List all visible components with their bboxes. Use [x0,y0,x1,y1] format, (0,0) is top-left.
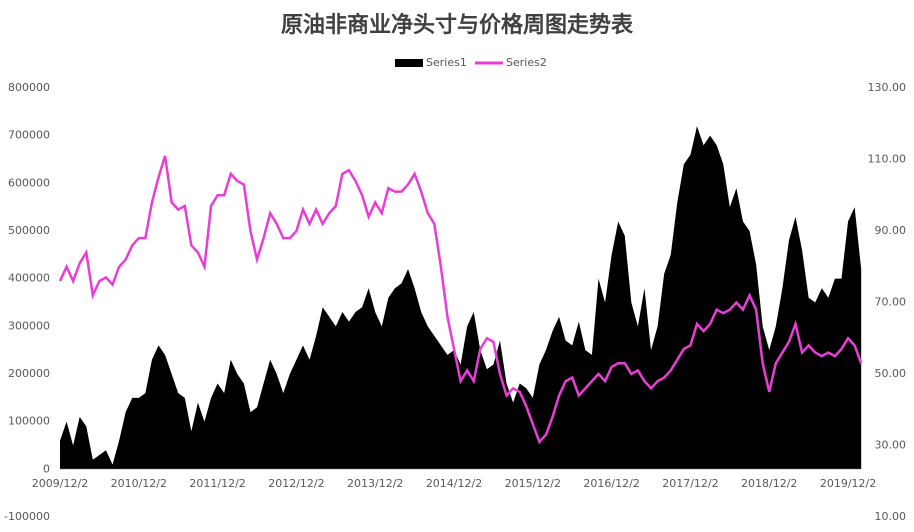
y2-tick-label: 10.00 [875,510,907,523]
y-tick-label: 100000 [8,415,50,428]
y-tick-label: 600000 [8,176,50,189]
y-tick-label: 800000 [8,81,50,94]
x-tick-label: 2016/12/2 [583,477,639,490]
y2-tick-label: 130.00 [868,81,907,94]
y2-tick-label: 50.00 [875,367,907,380]
x-tick-label: 2011/12/2 [189,477,245,490]
x-tick-label: 2009/12/2 [32,477,88,490]
legend-label: Series1 [426,56,467,69]
x-tick-label: 2018/12/2 [741,477,797,490]
y-tick-label: 700000 [8,129,50,142]
y-tick-label: 400000 [8,272,50,285]
x-tick-label: 2012/12/2 [268,477,324,490]
area-series [60,126,862,470]
x-tick-label: 2015/12/2 [505,477,561,490]
y-tick-label: 300000 [8,319,50,332]
legend-label: Series2 [506,56,547,69]
y-tick-label: 200000 [8,367,50,380]
x-tick-label: 2010/12/2 [111,477,167,490]
y2-tick-label: 110.00 [868,153,907,166]
y2-tick-label: 30.00 [875,439,907,452]
x-tick-label: 2013/12/2 [347,477,403,490]
y-tick-label: -100000 [4,510,50,523]
legend-swatch [395,59,423,67]
x-tick-label: 2014/12/2 [426,477,482,490]
y2-tick-label: 70.00 [875,296,907,309]
y2-tick-label: 90.00 [875,224,907,237]
chart-title: 原油非商业净头寸与价格周图走势表 [281,12,634,38]
y-tick-label: 0 [43,462,50,475]
x-tick-label: 2019/12/2 [820,477,876,490]
line-series [58,155,863,445]
x-tick-label: 2017/12/2 [662,477,718,490]
y-tick-label: 500000 [8,224,50,237]
